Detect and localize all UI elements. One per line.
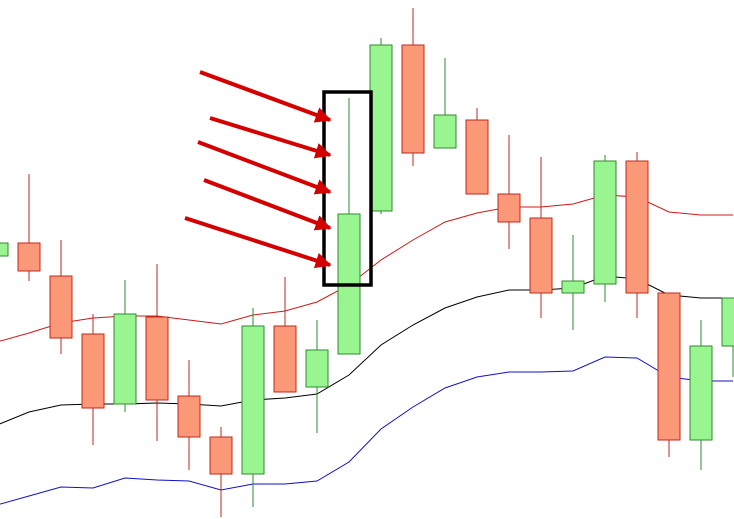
candle-body (177, 395, 201, 438)
candle-body (305, 349, 329, 388)
candle-body (433, 114, 457, 149)
candle-body (49, 275, 73, 339)
candle-body (529, 217, 553, 294)
candle-body (241, 325, 265, 475)
candle-body (689, 345, 713, 441)
band-line (0, 356, 733, 505)
candle-body (561, 280, 585, 294)
candle-body (625, 160, 649, 294)
band-line (0, 194, 733, 342)
plot-area (0, 8, 734, 517)
band-line (0, 275, 733, 425)
candle-body (465, 119, 489, 195)
candle-body (17, 242, 41, 272)
candle-body (497, 193, 521, 223)
arrows (184, 70, 332, 269)
candle-body (81, 333, 105, 409)
candle-body (401, 44, 425, 154)
candle-body (145, 316, 169, 401)
candle-body (657, 292, 681, 441)
candle-body (113, 313, 137, 405)
candle-body (593, 160, 617, 285)
candle-body (209, 436, 233, 475)
candle-body (721, 297, 734, 347)
annotation (184, 70, 373, 287)
candle-body (369, 44, 393, 212)
candle-body (273, 325, 297, 393)
candle-body (0, 242, 9, 257)
